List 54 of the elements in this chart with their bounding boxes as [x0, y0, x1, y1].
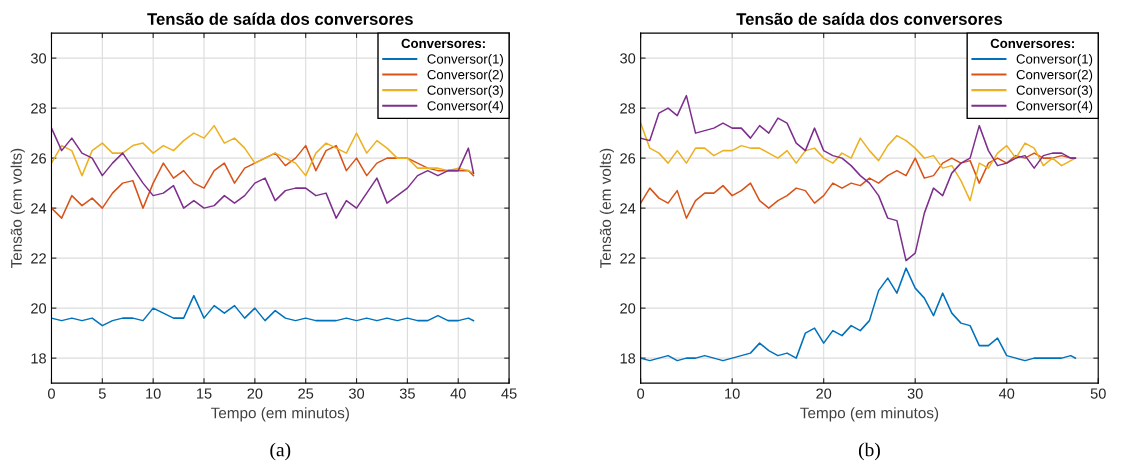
y-tick-label: 26 — [620, 153, 636, 164]
line-series — [51, 127, 475, 219]
x-tick-label: 20 — [816, 388, 832, 399]
line-series — [640, 122, 1077, 202]
legend-label: Conversor(4) — [427, 100, 503, 114]
x-tick-label: 10 — [725, 388, 740, 399]
legend-label: Conversor(1) — [427, 53, 503, 67]
text: (a) — [270, 442, 291, 461]
x-tick-label: 35 — [399, 388, 415, 399]
legend-label: Conversor(2) — [1016, 69, 1093, 82]
y-tick-label: 18 — [31, 353, 46, 364]
y-tick-label: 30 — [620, 53, 636, 64]
y-axis-title: Tensão (em volts) — [10, 148, 25, 269]
y-tick-label: 22 — [620, 253, 636, 264]
chart-title: Tensão de saída dos conversores — [736, 12, 1002, 25]
y-tick-label: 24 — [620, 203, 636, 214]
y-tick-label: 28 — [31, 103, 46, 114]
legend-label: Conversor(4) — [1016, 100, 1093, 114]
line-series — [51, 294, 475, 327]
text: (b) — [858, 442, 880, 461]
x-tick-label: 15 — [197, 388, 212, 399]
legend-title: Conversores: — [401, 38, 485, 49]
y-tick-label: 28 — [620, 103, 636, 114]
y-tick-label: 24 — [31, 203, 47, 214]
y-tick-label: 22 — [31, 253, 46, 264]
x-axis-title: Tempo (em minutos) — [211, 407, 349, 422]
x-axis-title: Tempo (em minutos) — [800, 407, 939, 422]
x-tick-label: 10 — [146, 388, 161, 399]
x-tick-label: 50 — [1090, 388, 1106, 399]
y-tick-label: 20 — [620, 303, 636, 314]
line-series — [51, 144, 475, 219]
x-tick-label: 25 — [298, 388, 314, 399]
x-tick-label: 30 — [907, 388, 923, 399]
line-series — [640, 267, 1077, 362]
y-axis-title: Tensão (em volts) — [599, 148, 614, 269]
x-tick-label: 30 — [348, 388, 365, 399]
legend-label: Conversor(1) — [1016, 53, 1093, 67]
legend-label: Conversor(2) — [427, 69, 503, 82]
x-tick-label: 20 — [247, 388, 263, 399]
x-tick-label: 45 — [501, 388, 517, 399]
legend-title: Conversores: — [990, 38, 1074, 49]
y-tick-label: 30 — [30, 53, 47, 64]
x-tick-label: 5 — [98, 388, 106, 399]
y-tick-label: 26 — [31, 153, 46, 164]
legend-label: Conversor(3) — [427, 85, 503, 98]
line-series — [51, 124, 475, 177]
x-tick-label: 0 — [47, 388, 55, 399]
legend-label: Conversor(3) — [1016, 85, 1093, 98]
x-tick-label: 40 — [450, 388, 466, 399]
y-tick-label: 18 — [620, 353, 636, 364]
chart-title: Tensão de saída dos conversores — [147, 12, 413, 25]
x-tick-label: 0 — [637, 388, 645, 399]
y-tick-label: 20 — [31, 303, 47, 314]
x-tick-label: 40 — [998, 388, 1015, 399]
